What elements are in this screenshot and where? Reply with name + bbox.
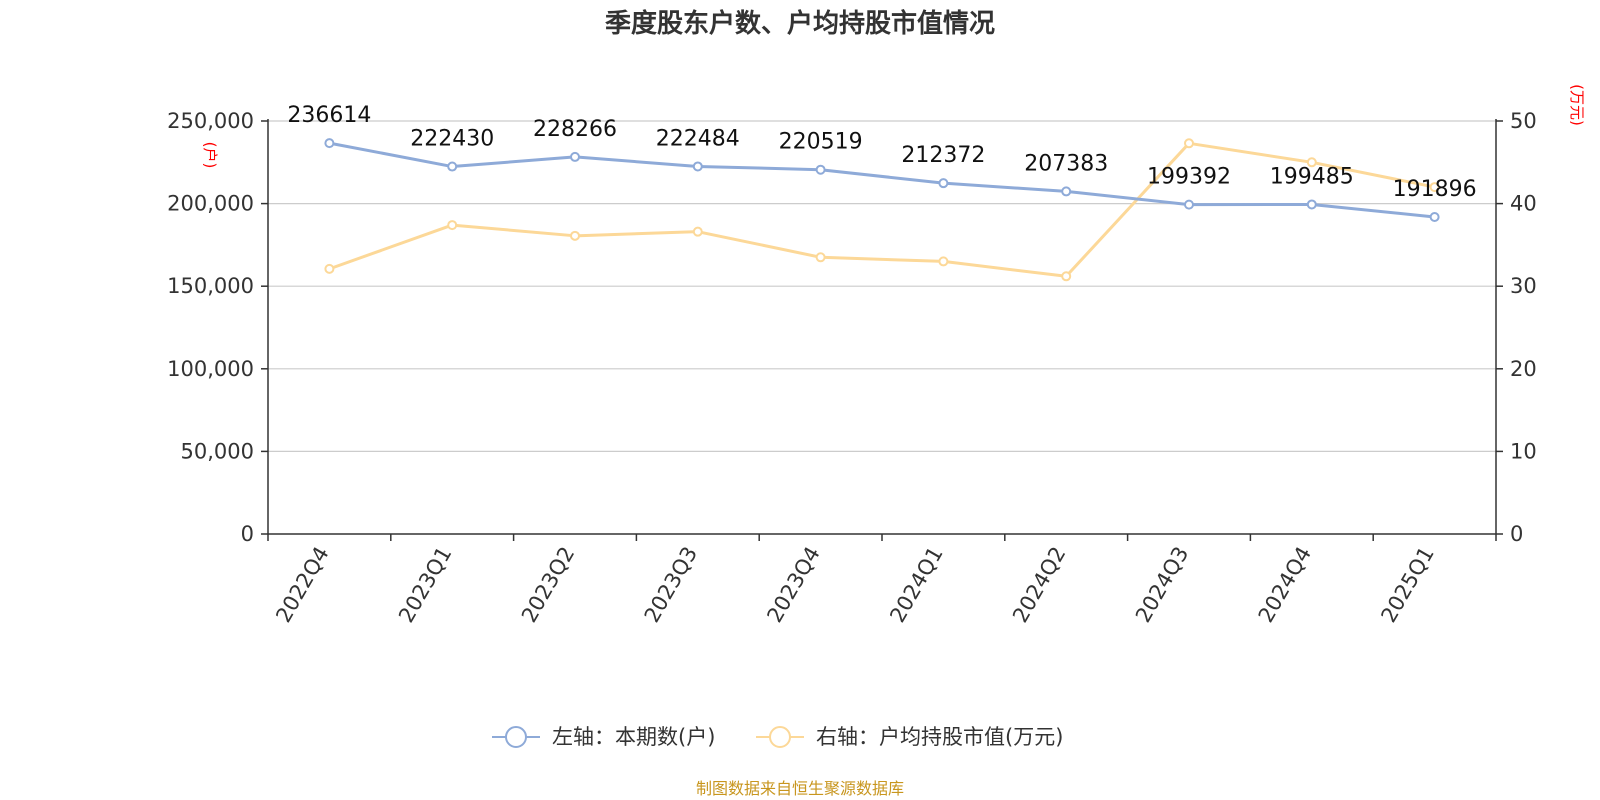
data-point-right <box>447 220 458 231</box>
x-axis-tick-label: 2024Q2 <box>1008 543 1070 627</box>
legend-label-left: 左轴：本期数(户) <box>552 725 715 749</box>
right-axis-tick-label: 30 <box>1510 274 1537 298</box>
data-point-left <box>1306 199 1317 210</box>
data-label: 220519 <box>779 130 863 155</box>
x-axis-tick-label: 2023Q3 <box>640 543 702 627</box>
data-label: 199392 <box>1147 165 1231 190</box>
data-label: 212372 <box>901 143 985 168</box>
right-axis-tick-label: 50 <box>1510 109 1537 133</box>
data-point-right <box>324 263 335 274</box>
x-axis-tick-label: 2024Q1 <box>885 543 947 627</box>
data-point-left <box>1429 211 1440 222</box>
data-point-left <box>324 138 335 149</box>
data-point-right <box>570 230 580 241</box>
right-axis-tick-label: 40 <box>1510 192 1537 216</box>
data-point-right <box>1061 271 1072 282</box>
x-axis-tick-label: 2025Q1 <box>1376 543 1438 627</box>
data-point-right <box>1429 182 1440 193</box>
left-axis-tick-label: 100,000 <box>167 357 254 381</box>
data-label: 191896 <box>1393 177 1477 202</box>
legend: 左轴：本期数(户) 右轴：户均持股市值(万元) <box>492 725 1063 749</box>
data-label: 222484 <box>656 126 740 151</box>
series-line-left <box>329 141 1435 219</box>
data-point-left <box>1061 186 1072 197</box>
left-axis-tick-label: 0 <box>241 522 254 546</box>
x-axis-tick-label: 2024Q3 <box>1131 543 1193 627</box>
data-point-left <box>692 161 703 172</box>
x-axis-tick-label: 2022Q4 <box>271 543 333 627</box>
series-line-right <box>328 141 1435 278</box>
right-axis-tick-label: 0 <box>1510 522 1523 546</box>
data-label: 236614 <box>287 103 371 128</box>
left-axis-tick-label: 200,000 <box>167 192 254 216</box>
data-point-right <box>692 226 703 237</box>
source-note: 制图数据来自恒生聚源数据库 <box>696 779 904 798</box>
chart-title: 季度股东户数、户均持股市值情况 <box>605 8 995 39</box>
data-point-left <box>570 151 580 162</box>
data-labels: 236614 222430 228266 222484 220519 212372 2073… <box>287 103 1476 202</box>
data-point-right <box>815 252 826 263</box>
data-point-right <box>938 256 949 267</box>
left-axis-tick-label: 250,000 <box>167 109 254 133</box>
legend-swatch-marker-left <box>505 726 527 748</box>
right-axis-unit: (万元) <box>1568 84 1586 126</box>
data-label: 222430 <box>410 127 494 152</box>
data-point-left <box>815 164 826 175</box>
legend-label-right: 右轴：户均持股市值(万元) <box>816 725 1063 749</box>
data-point-right <box>1184 138 1194 149</box>
data-point-left <box>938 178 949 189</box>
left-axis-tick-label: 50,000 <box>181 439 254 463</box>
x-axis-tick-label: 2023Q4 <box>762 543 824 627</box>
left-axis-unit: (户) <box>201 142 219 169</box>
right-axis-tick-label: 10 <box>1510 439 1537 463</box>
data-point-left <box>447 161 458 172</box>
x-axis-tick-label: 2024Q4 <box>1254 543 1316 627</box>
series-lines <box>324 138 1440 282</box>
data-point-right <box>1306 157 1317 168</box>
legend-swatch-marker-right <box>769 726 791 748</box>
x-axis-tick-label: 2023Q2 <box>517 543 579 627</box>
data-label: 228266 <box>533 117 617 142</box>
left-axis-tick-label: 150,000 <box>167 274 254 298</box>
data-point-left <box>1184 199 1194 210</box>
data-label: 199485 <box>1270 164 1354 189</box>
right-axis-tick-label: 20 <box>1510 357 1537 381</box>
x-axis-tick-label: 2023Q1 <box>394 543 456 627</box>
data-label: 207383 <box>1024 151 1108 176</box>
